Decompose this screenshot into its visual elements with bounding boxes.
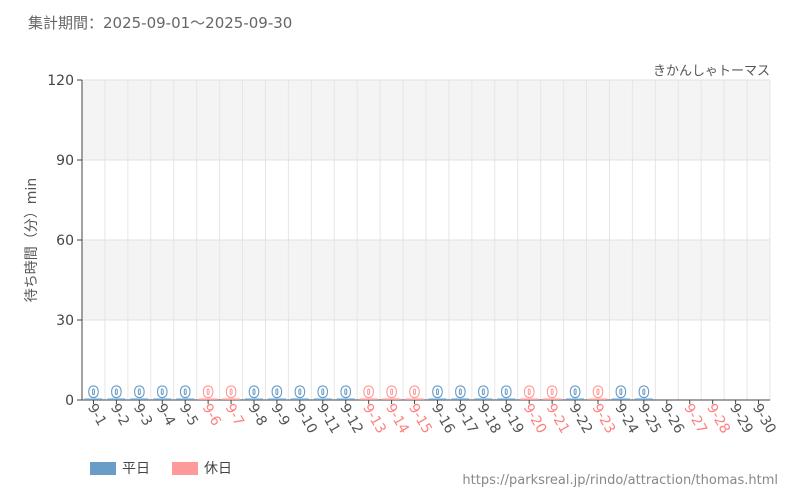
bar (199, 398, 218, 400)
legend: 平日 休日 (90, 458, 254, 478)
x-tick-label: 9-10 (290, 401, 320, 437)
value-label: 0 (112, 385, 122, 401)
x-tick-label: 9-12 (336, 401, 366, 437)
value-label: 0 (89, 385, 99, 401)
x-tick-label: 9-6 (199, 401, 224, 429)
y-tick-label: 30 (56, 313, 74, 329)
x-tick-label: 9-20 (520, 401, 550, 437)
x-tick-label: 9-22 (566, 401, 596, 437)
x-tick-label: 9-18 (474, 401, 504, 437)
value-label: 0 (639, 385, 649, 401)
value-label: 0 (547, 385, 557, 401)
attraction-name: きかんしゃトーマス (652, 64, 770, 79)
value-label: 0 (272, 385, 282, 401)
x-tick-label: 9-17 (451, 401, 481, 437)
bar (543, 398, 562, 400)
x-tick-label: 9-13 (359, 401, 389, 437)
bar (153, 398, 172, 400)
x-tick-label: 9-3 (130, 401, 155, 429)
x-tick-label: 9-11 (313, 401, 343, 437)
value-label: 0 (410, 385, 420, 401)
value-label: 0 (433, 385, 443, 401)
legend-weekday-label: 平日 (122, 461, 150, 477)
y-tick-label: 120 (47, 73, 74, 89)
value-label: 0 (295, 385, 305, 401)
x-tick-label: 9-30 (749, 401, 779, 437)
bar (611, 398, 630, 400)
bar (290, 398, 309, 400)
bar (359, 398, 378, 400)
x-tick-label: 9-27 (680, 401, 710, 437)
value-label: 0 (387, 385, 397, 401)
value-label: 0 (249, 385, 259, 401)
x-tick-label: 9-2 (107, 401, 132, 429)
bar (336, 398, 355, 400)
value-label: 0 (157, 385, 167, 401)
x-tick-label: 9-24 (611, 401, 641, 437)
value-label: 0 (524, 385, 534, 401)
bar (566, 398, 585, 400)
x-tick-label: 9-7 (222, 401, 247, 429)
legend-weekday: 平日 (90, 458, 150, 478)
x-tick-label: 9-28 (703, 401, 733, 437)
x-tick-label: 9-5 (176, 401, 201, 429)
value-label: 0 (593, 385, 603, 401)
x-tick-label: 9-15 (405, 401, 435, 437)
bar (130, 398, 149, 400)
bar (497, 398, 516, 400)
bar (634, 398, 653, 400)
bar (107, 398, 126, 400)
bar (428, 398, 447, 400)
source-url: https://parksreal.jp/rindo/attraction/th… (462, 473, 778, 488)
bar (222, 398, 241, 400)
bar (520, 398, 539, 400)
x-tick-label: 9-25 (634, 401, 664, 437)
x-tick-label: 9-19 (497, 401, 527, 437)
y-tick-label: 60 (56, 233, 74, 249)
value-label: 0 (364, 385, 374, 401)
period-label: 集計期間：2025-09-01～2025-09-30 (28, 14, 293, 32)
value-label: 0 (501, 385, 511, 401)
x-tick-label: 9-16 (428, 401, 458, 437)
x-tick-label: 9-1 (84, 401, 109, 429)
bar (245, 398, 263, 400)
bar (84, 398, 103, 400)
legend-holiday-swatch (172, 461, 198, 475)
bar (474, 398, 493, 400)
value-label: 0 (180, 385, 190, 401)
legend-holiday: 休日 (172, 458, 232, 478)
y-tick-label: 0 (65, 393, 74, 409)
value-label: 0 (616, 385, 626, 401)
value-label: 0 (570, 385, 580, 401)
bar (589, 398, 607, 400)
legend-weekday-swatch (90, 461, 116, 475)
x-tick-label: 9-14 (382, 401, 412, 437)
value-label: 0 (478, 385, 488, 401)
bar (451, 398, 470, 400)
value-label: 0 (456, 385, 466, 401)
legend-holiday-label: 休日 (204, 461, 232, 477)
y-axis-label: 待ち時間（分）min (24, 178, 40, 302)
x-tick-label: 9-23 (589, 401, 619, 437)
bar (267, 398, 286, 400)
x-tick-label: 9-29 (726, 401, 756, 437)
value-label: 0 (318, 385, 328, 401)
y-tick-label: 90 (56, 153, 74, 169)
bar (382, 398, 401, 400)
x-tick-label: 9-21 (543, 401, 573, 437)
x-tick-label: 9-9 (267, 401, 292, 429)
x-tick-label: 9-26 (657, 401, 687, 437)
value-label: 0 (341, 385, 351, 401)
bar (313, 398, 332, 400)
value-label: 0 (203, 385, 213, 401)
x-tick-label: 9-4 (153, 401, 178, 429)
value-label: 0 (134, 385, 144, 401)
bar (405, 398, 424, 400)
x-tick-label: 9-8 (245, 401, 270, 429)
value-label: 0 (226, 385, 236, 401)
bar (176, 398, 195, 400)
